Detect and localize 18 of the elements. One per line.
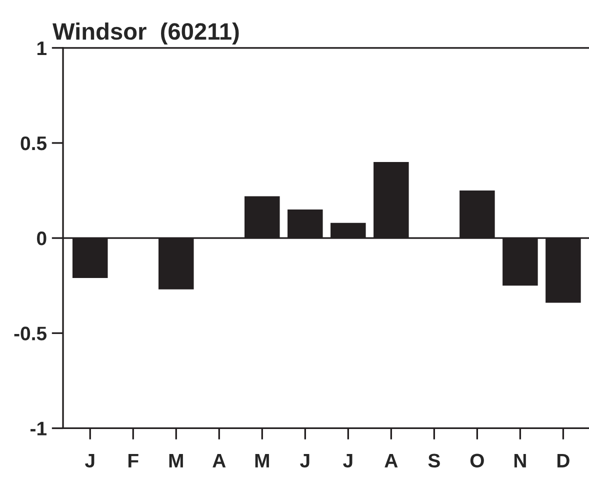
x-tick-label: D bbox=[557, 454, 570, 468]
x-tick-label: M bbox=[255, 454, 269, 468]
x-tick-label: J bbox=[343, 454, 352, 468]
x-tick-label: N bbox=[514, 454, 526, 468]
x-tick-label: J bbox=[85, 454, 94, 468]
x-tick-label: O bbox=[470, 454, 484, 468]
y-tick-label: -0.5 bbox=[14, 326, 47, 340]
x-tick-label: A bbox=[212, 454, 226, 468]
x-tick-label: M bbox=[169, 454, 183, 468]
x-tick-label: A bbox=[384, 454, 398, 468]
x-tick-label: F bbox=[128, 454, 138, 468]
y-tick-label: 0.5 bbox=[20, 136, 47, 150]
y-tick-label: 0 bbox=[37, 232, 46, 246]
y-tick-label: 1 bbox=[37, 42, 47, 55]
x-tick-label: J bbox=[300, 454, 310, 468]
x-tick-label: S bbox=[428, 454, 440, 468]
y-tick-label: -1 bbox=[30, 422, 47, 436]
chart-title: Windsor (60211) bbox=[52, 22, 239, 44]
